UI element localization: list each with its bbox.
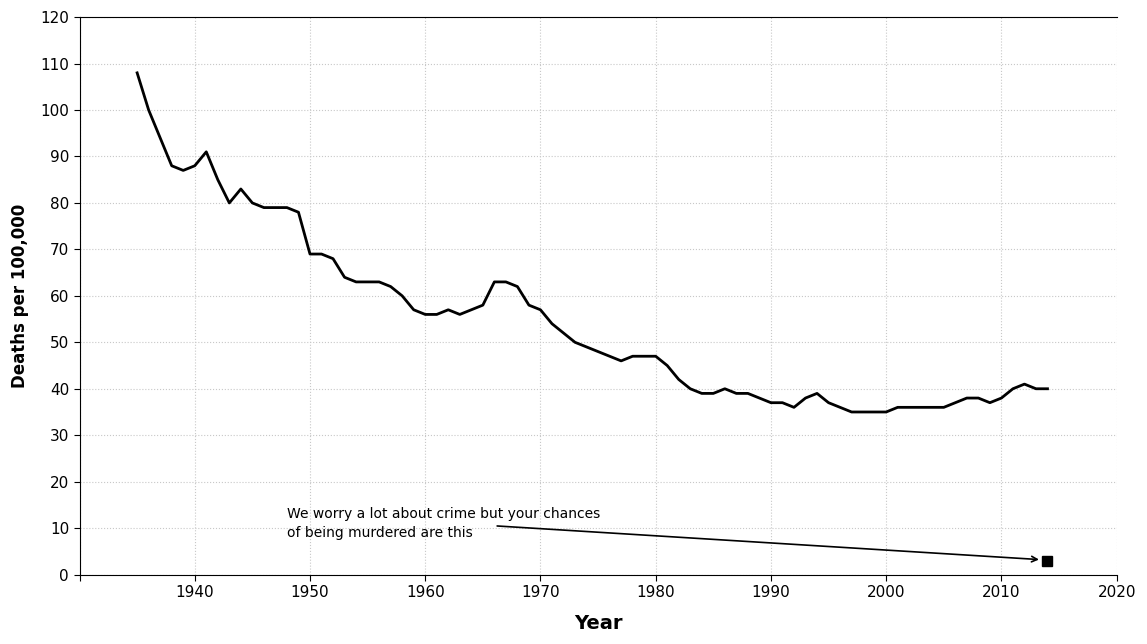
Y-axis label: Deaths per 100,000: Deaths per 100,000 xyxy=(11,204,29,388)
X-axis label: Year: Year xyxy=(574,614,623,633)
Text: of being murdered are this: of being murdered are this xyxy=(287,526,473,540)
Text: We worry a lot about crime but your chances: We worry a lot about crime but your chan… xyxy=(287,507,600,521)
